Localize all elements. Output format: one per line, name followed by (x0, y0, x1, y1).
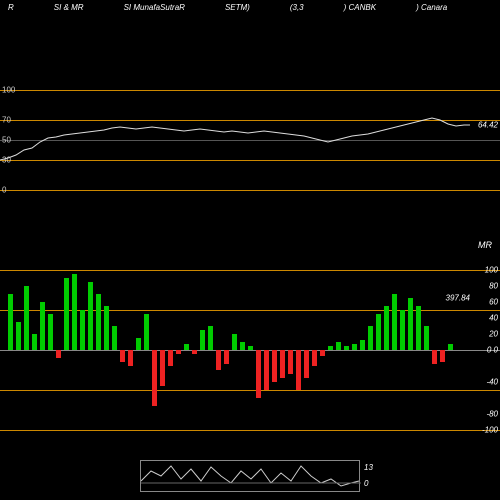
bar (240, 342, 245, 350)
mini-line (141, 461, 361, 493)
bar (32, 334, 37, 350)
bar (296, 350, 301, 390)
bar (288, 350, 293, 374)
bar (376, 314, 381, 350)
bar (448, 344, 453, 350)
bar (224, 350, 229, 364)
axis-label-right: -100 (482, 426, 498, 435)
bar (408, 298, 413, 350)
gridline (0, 430, 500, 431)
bar (88, 282, 93, 350)
bar (256, 350, 261, 398)
bar (72, 274, 77, 350)
axis-label-right: 20 (489, 330, 498, 339)
bar (96, 294, 101, 350)
bar (168, 350, 173, 366)
mr-bar-chart: 100806040200 0-40-80-100MR397.84 (0, 250, 500, 450)
bar (384, 306, 389, 350)
data-value-label: 397.84 (446, 294, 470, 303)
bar (16, 322, 21, 350)
bar (136, 338, 141, 350)
header-item: SI & MR (54, 3, 84, 12)
bar (176, 350, 181, 354)
gridline (0, 270, 500, 271)
bar (232, 334, 237, 350)
bar (160, 350, 165, 386)
bar (184, 344, 189, 350)
bar (200, 330, 205, 350)
bar (24, 286, 29, 350)
bar (304, 350, 309, 378)
bar (264, 350, 269, 390)
bar (216, 350, 221, 370)
header-item: R (8, 3, 14, 12)
bar (320, 350, 325, 356)
bar (416, 306, 421, 350)
bar (248, 346, 253, 350)
bar (120, 350, 125, 362)
axis-label-right: -80 (486, 410, 498, 419)
bar (40, 302, 45, 350)
bar (8, 294, 13, 350)
axis-label-right: 80 (489, 282, 498, 291)
header-item: (3,3 (290, 3, 304, 12)
bar (392, 294, 397, 350)
gridline (0, 190, 500, 191)
bar (192, 350, 197, 354)
header-item: ) Canara (416, 3, 447, 12)
bar (104, 306, 109, 350)
axis-label-right: 0 0 (487, 346, 498, 355)
header-item: SETM) (225, 3, 250, 12)
bar (424, 326, 429, 350)
gridline (0, 390, 500, 391)
bar (328, 346, 333, 350)
bar (272, 350, 277, 382)
bar (128, 350, 133, 366)
bar (48, 314, 53, 350)
bar (400, 310, 405, 350)
header-item: SI MunafaSutraR (124, 3, 185, 12)
header-item: ) CANBK (344, 3, 376, 12)
axis-label-right: 60 (489, 298, 498, 307)
mini-oscillator: 130 (140, 460, 360, 492)
axis-label-right: -40 (486, 378, 498, 387)
header-row: R SI & MR SI MunafaSutraR SETM) (3,3 ) C… (0, 0, 500, 15)
bar (352, 344, 357, 350)
gridline (0, 350, 500, 351)
axis-label-right: 40 (489, 314, 498, 323)
mr-title: MR (478, 240, 492, 250)
bar (208, 326, 213, 350)
bar (336, 342, 341, 350)
bar (144, 314, 149, 350)
rsi-chart: 100705030064.42 (0, 90, 500, 190)
bar (312, 350, 317, 366)
bar (280, 350, 285, 378)
bar (432, 350, 437, 364)
bar (152, 350, 157, 406)
bar (360, 340, 365, 350)
bar (112, 326, 117, 350)
mini-axis-label: 13 (364, 463, 373, 472)
bar (344, 346, 349, 350)
axis-label-right: 100 (485, 266, 498, 275)
bar (56, 350, 61, 358)
rsi-line (0, 90, 500, 190)
bar (368, 326, 373, 350)
bar (64, 278, 69, 350)
bar (80, 310, 85, 350)
bar (440, 350, 445, 362)
mini-axis-label: 0 (364, 479, 368, 488)
